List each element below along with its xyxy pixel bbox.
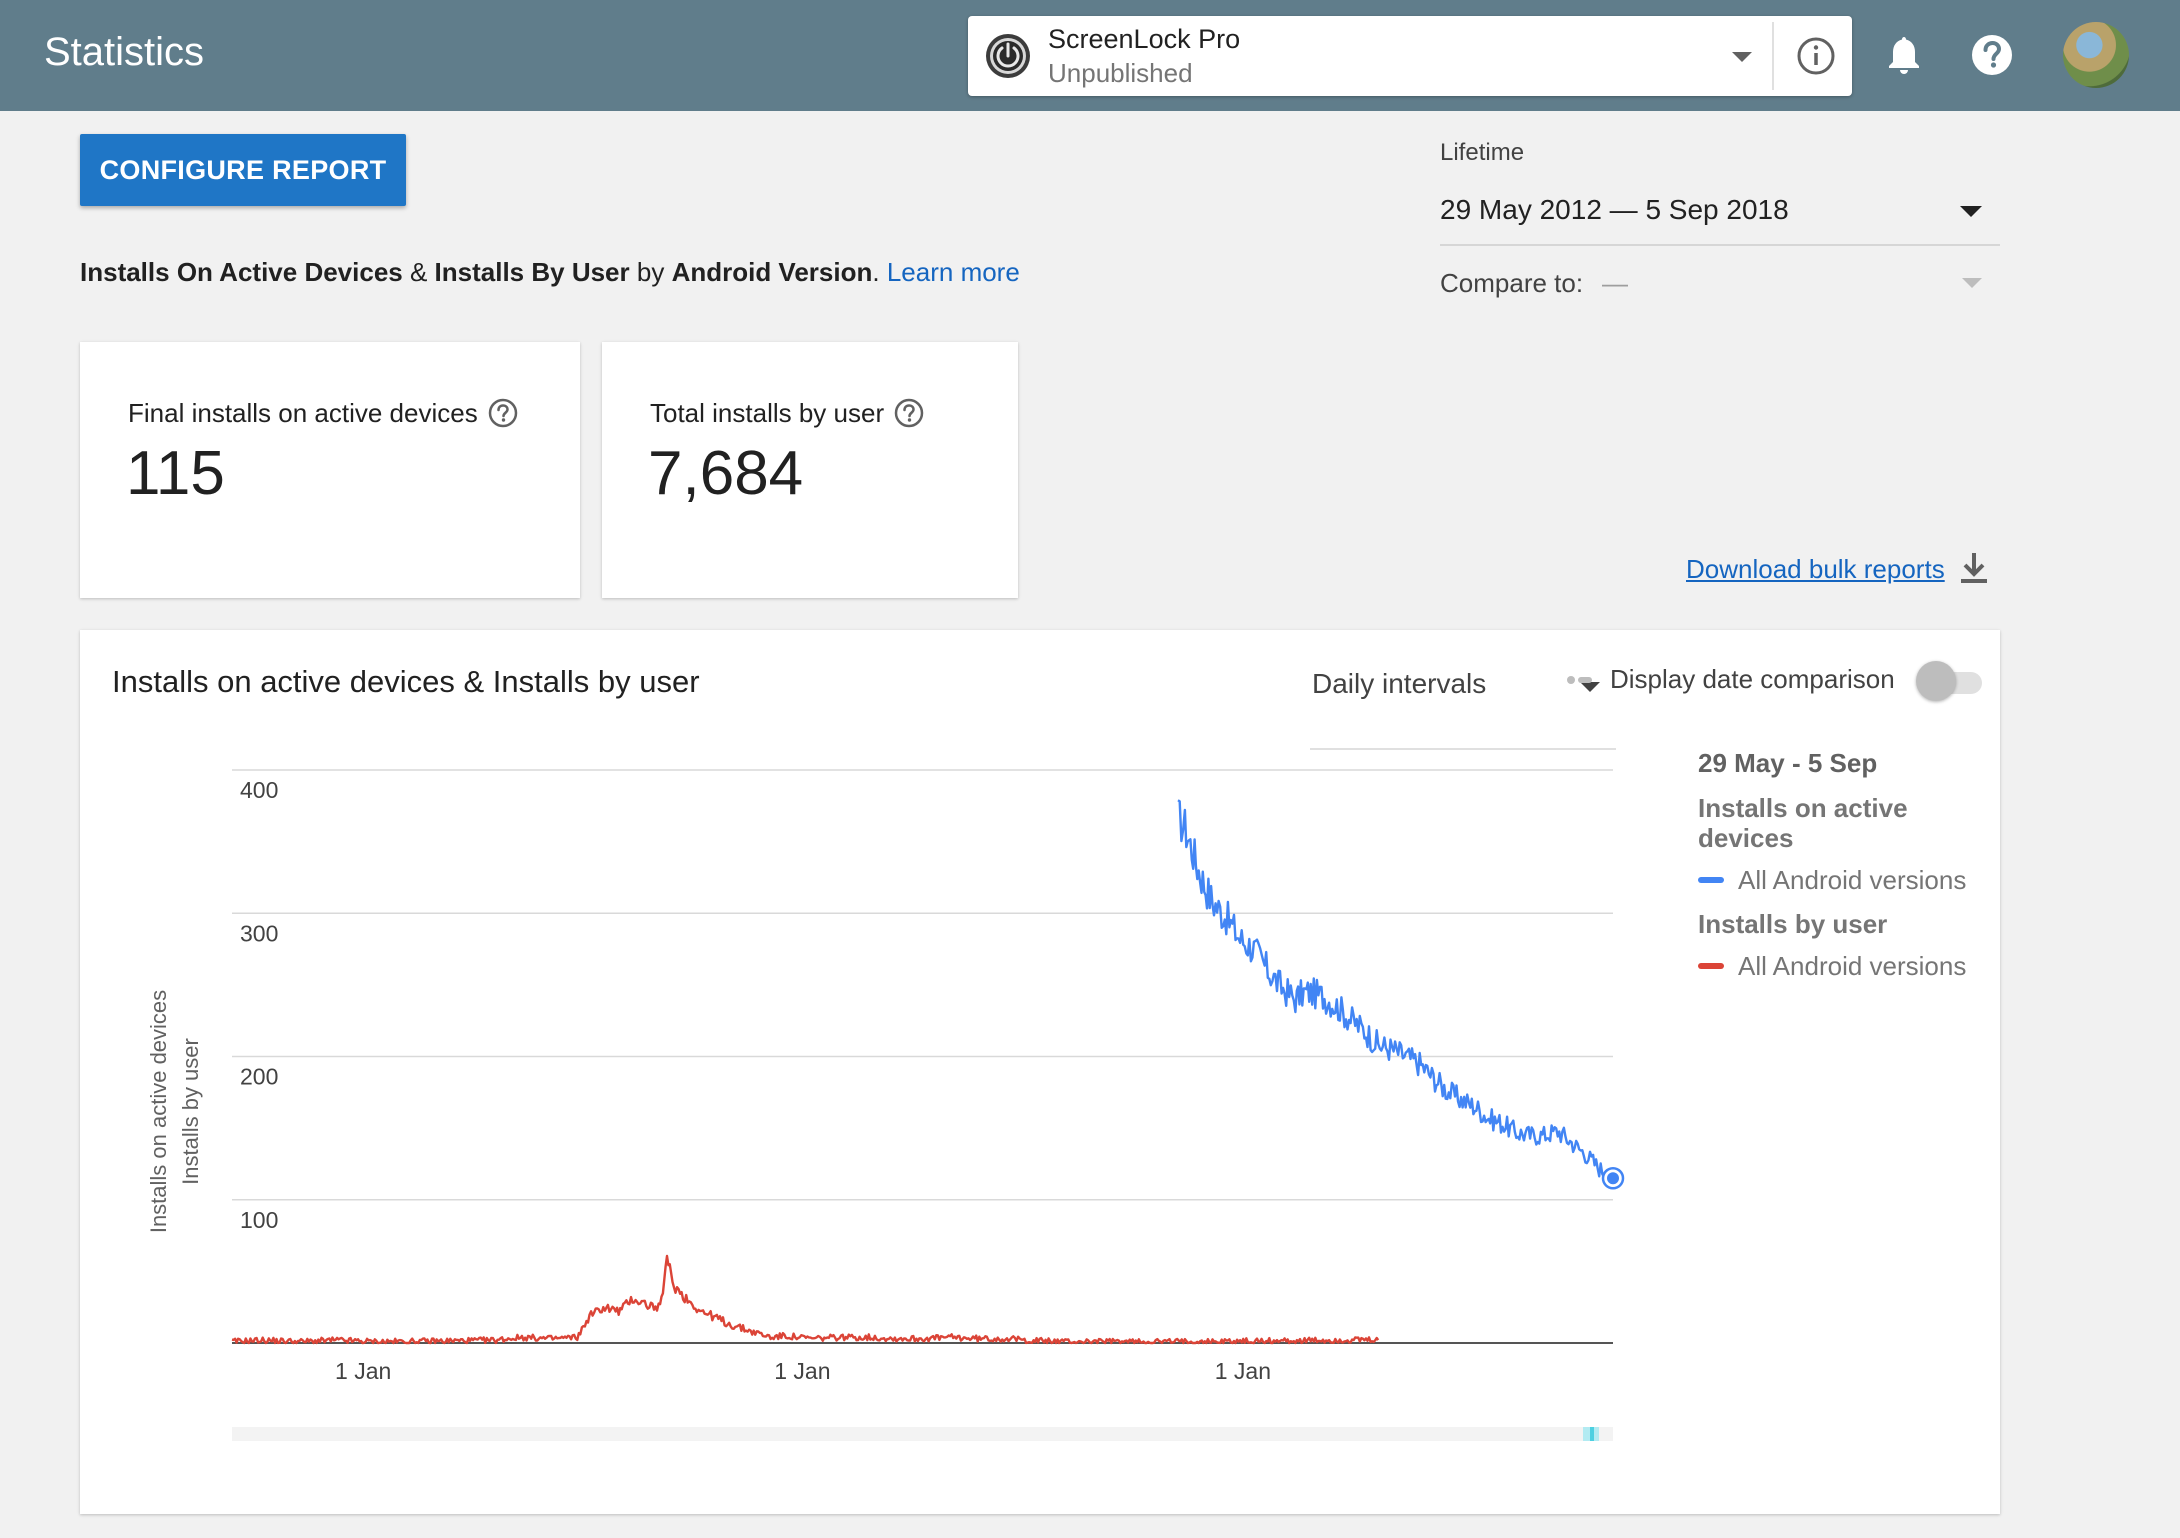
range-navigator-track <box>232 1427 1613 1441</box>
desc-metric-1: Installs On Active Devices <box>80 257 403 287</box>
date-comparison-toggle[interactable] <box>1916 661 1984 701</box>
desc-period: . <box>872 257 880 287</box>
legend-group-active: Installs on active devices <box>1698 793 1908 853</box>
stat-label-text: Final installs on active devices <box>128 398 478 428</box>
chevron-down-icon[interactable] <box>1962 278 1982 288</box>
x-tick-label: 1 Jan <box>335 1358 391 1384</box>
notifications-bell-icon[interactable] <box>1885 34 1923 76</box>
learn-more-link[interactable]: Learn more <box>886 257 1020 287</box>
legend-item-active[interactable]: All Android versions <box>1698 865 1988 895</box>
power-icon <box>986 34 1030 78</box>
y-axis-title: Installs by user <box>178 1038 203 1185</box>
chart-card: Installs on active devices & Installs by… <box>80 630 2000 1514</box>
chevron-down-icon[interactable] <box>1732 52 1752 62</box>
legend-group-user: Installs by user <box>1698 909 1888 939</box>
display-date-comparison-label: Display date comparison <box>1610 664 1895 694</box>
legend-swatch-blue <box>1698 877 1724 884</box>
stat-label: Final installs on active devices <box>128 398 518 430</box>
series-endpoint-dot <box>1607 1172 1619 1185</box>
page-title: Statistics <box>44 30 205 74</box>
stat-label: Total installs by user <box>650 398 924 430</box>
download-bulk-reports-link[interactable]: Download bulk reports <box>1686 553 1989 594</box>
stat-label-text: Total installs by user <box>650 398 885 428</box>
help-icon[interactable] <box>894 398 924 428</box>
stat-card-active-devices: Final installs on active devices 115 <box>80 342 580 598</box>
desc-separator: & <box>402 257 435 287</box>
desc-metric-2: Installs By User <box>434 257 630 287</box>
date-range-label: Lifetime <box>1440 139 1525 166</box>
legend-item-label: All Android versions <box>1738 865 1967 895</box>
legend-swatch-red <box>1698 963 1724 970</box>
legend-item-user[interactable]: All Android versions <box>1698 951 1988 981</box>
series-line-installs-by-user <box>231 1254 1380 1345</box>
y-axis-title: Installs on active devices <box>146 990 171 1233</box>
help-icon[interactable] <box>488 398 518 428</box>
stat-card-installs-by-user: Total installs by user 7,684 <box>602 342 1018 598</box>
top-app-bar: Statistics ScreenLock Pro Unpublished <box>0 0 2180 111</box>
y-tick-label: 300 <box>240 920 278 946</box>
series-line-active-devices <box>1177 799 1615 1184</box>
interval-value: Daily intervals <box>1312 668 1487 699</box>
chart-legend: 29 May - 5 Sep Installs on active device… <box>1698 748 1988 995</box>
compare-to-value: — <box>1602 268 1628 298</box>
stat-value: 7,684 <box>648 439 804 508</box>
chevron-down-icon[interactable] <box>1580 682 1600 692</box>
app-status: Unpublished <box>1048 58 1193 88</box>
compare-to-label: Compare to: <box>1440 268 1584 298</box>
app-picker[interactable]: ScreenLock Pro Unpublished <box>968 16 1852 96</box>
report-description: Installs On Active Devices & Installs By… <box>80 257 1020 288</box>
line-chart: 100 200 300 400 1 Jan 1 Jan 1 Jan Installs on a… <box>146 769 1625 1441</box>
x-tick-label: 1 Jan <box>1215 1358 1271 1384</box>
y-tick-label: 100 <box>240 1207 278 1233</box>
avatar[interactable] <box>2063 22 2129 88</box>
download-icon <box>1960 553 1987 584</box>
app-name: ScreenLock Pro <box>1048 24 1241 54</box>
y-tick-label: 200 <box>240 1064 278 1090</box>
chevron-down-icon[interactable] <box>1960 206 1982 217</box>
help-icon[interactable] <box>1971 34 2013 76</box>
legend-date: 29 May - 5 Sep <box>1698 748 1878 778</box>
info-icon[interactable] <box>1796 36 1836 76</box>
download-label: Download bulk reports <box>1686 554 1945 584</box>
interval-select[interactable]: Daily intervals <box>1310 662 1616 750</box>
date-range-value: 29 May 2012 — 5 Sep 2018 <box>1440 194 1789 225</box>
configure-report-button[interactable]: CONFIGURE REPORT <box>80 134 406 206</box>
stat-value: 115 <box>126 439 225 508</box>
date-range-select[interactable]: 29 May 2012 — 5 Sep 2018 <box>1440 188 2000 246</box>
desc-by: by <box>629 257 672 287</box>
y-tick-label: 400 <box>240 777 278 803</box>
desc-dimension: Android Version <box>671 257 873 287</box>
divider <box>1772 22 1774 90</box>
comparison-dash-icon <box>1567 676 1592 684</box>
range-navigator-handle <box>1590 1427 1594 1441</box>
compare-to-select[interactable]: Compare to: — <box>1440 268 2000 308</box>
x-tick-label: 1 Jan <box>774 1358 830 1384</box>
chart-title: Installs on active devices & Installs by… <box>112 664 700 699</box>
legend-item-label: All Android versions <box>1738 951 1967 981</box>
toggle-knob[interactable] <box>1916 661 1956 701</box>
